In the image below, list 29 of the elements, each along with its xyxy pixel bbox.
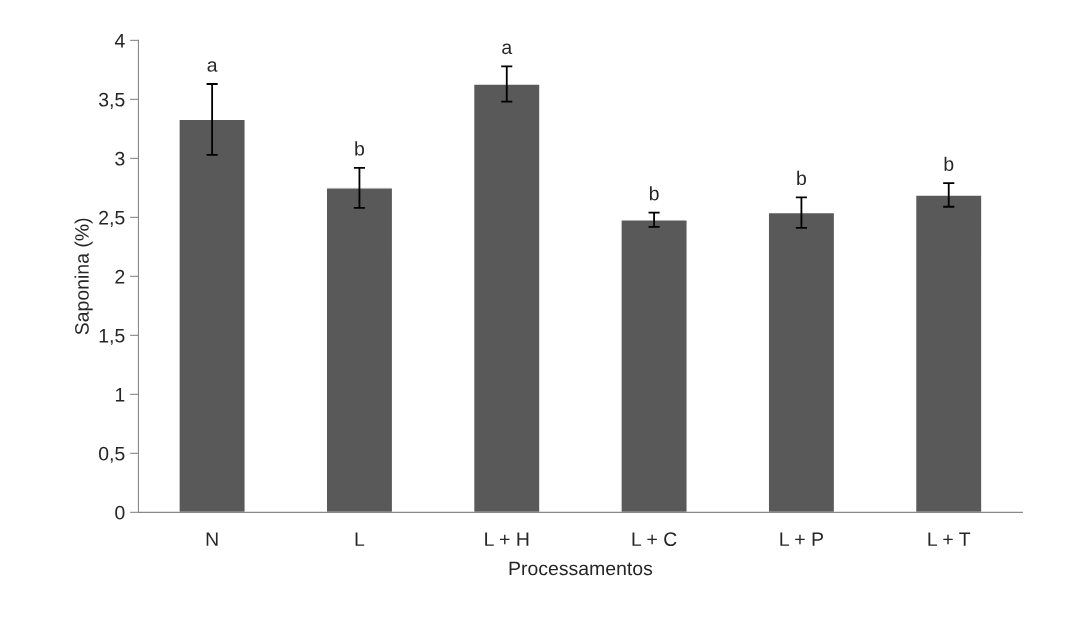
y-tick-label: 2 (115, 269, 125, 284)
x-tick-label: L + P (780, 532, 823, 546)
bar (620, 219, 688, 513)
y-tick-label: 3,5 (98, 92, 125, 109)
x-axis-title: Processamentos (509, 561, 653, 576)
x-tick-label: L + T (928, 532, 971, 546)
y-tick-label: 1 (115, 388, 125, 402)
x-tick-label: L + C (632, 532, 677, 547)
annotation: b (797, 170, 806, 186)
y-tick-label: 0 (115, 505, 125, 520)
y-tick-label: 1,5 (99, 329, 125, 345)
annotation: a (502, 43, 513, 55)
bar (178, 118, 246, 513)
y-tick-label: 4 (114, 34, 125, 48)
bar (914, 194, 983, 513)
x-tick-label: L + H (485, 532, 529, 546)
bar (325, 187, 394, 513)
y-axis-title: Saponina (%) (74, 218, 93, 335)
annotation: b (944, 156, 954, 171)
x-tick-label: N (206, 532, 218, 546)
bar (767, 211, 836, 513)
bar (472, 83, 541, 513)
x-tick-label: L (355, 532, 365, 546)
y-tick-label: 2,5 (99, 210, 125, 227)
annotation: b (355, 141, 365, 156)
annotation: b (649, 186, 659, 201)
y-tick-label: 0,5 (98, 446, 125, 463)
y-tick-label: 3 (115, 151, 125, 166)
annotation: a (207, 61, 218, 72)
